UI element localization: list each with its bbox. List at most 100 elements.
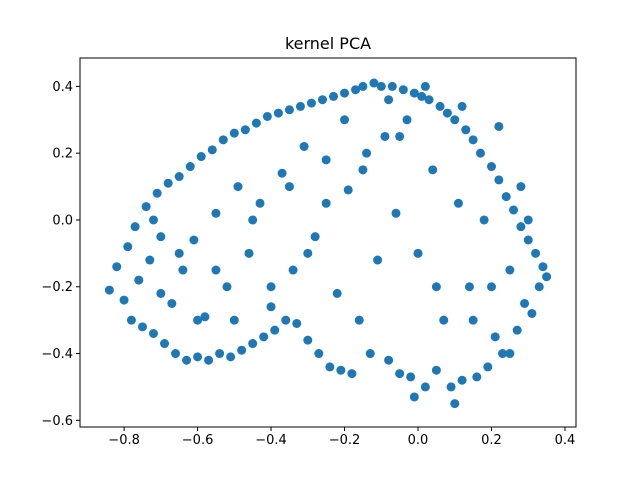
y-tick-label: −0.6 [41, 414, 73, 429]
data-point [148, 215, 158, 225]
data-point [248, 215, 258, 225]
data-point [148, 328, 158, 338]
data-point [248, 339, 258, 349]
chart-title: kernel PCA [285, 34, 371, 53]
data-point [538, 262, 548, 272]
data-point [174, 248, 184, 258]
y-tick-label: 0.0 [52, 213, 73, 228]
data-point [189, 235, 199, 245]
data-point [531, 248, 541, 258]
data-point [182, 355, 192, 365]
data-point [509, 205, 519, 215]
data-point [174, 172, 184, 182]
data-point [303, 248, 313, 258]
data-point [259, 332, 269, 342]
data-point [112, 262, 122, 272]
data-point [402, 115, 412, 125]
data-point [431, 282, 441, 292]
data-point [193, 352, 203, 362]
data-point [314, 349, 324, 359]
data-point [288, 265, 298, 275]
data-point [505, 349, 515, 359]
data-point [171, 349, 181, 359]
data-point [152, 188, 162, 198]
data-point [244, 248, 254, 258]
data-point [435, 101, 445, 111]
data-point [398, 85, 408, 95]
data-point [486, 162, 496, 172]
data-point [486, 282, 496, 292]
data-point [453, 198, 463, 208]
data-point [226, 352, 236, 362]
data-point [229, 315, 239, 325]
data-point [472, 372, 482, 382]
data-point [420, 382, 430, 392]
data-point [134, 275, 144, 285]
y-axis: −0.6 −0.4 −0.2 0.0 0.2 0.4 [41, 80, 80, 429]
x-tick-label: −0.2 [329, 433, 361, 448]
data-point [498, 349, 508, 359]
data-point [494, 175, 504, 185]
data-point [384, 355, 394, 365]
data-point [218, 135, 228, 145]
data-point [270, 325, 280, 335]
data-point [413, 248, 423, 258]
data-point [351, 85, 361, 95]
data-point [266, 282, 276, 292]
data-point [233, 182, 243, 192]
x-tick-label: −0.4 [255, 433, 287, 448]
data-point [527, 308, 537, 318]
data-point [373, 255, 383, 265]
data-point [479, 215, 489, 225]
data-point [266, 302, 276, 312]
data-points [104, 78, 552, 409]
data-point [516, 222, 526, 232]
data-point [520, 298, 530, 308]
data-point [273, 108, 283, 118]
data-point [156, 232, 166, 242]
data-point [354, 315, 364, 325]
data-point [424, 95, 434, 105]
y-tick-label: −0.2 [41, 280, 73, 295]
data-point [255, 198, 265, 208]
data-point [141, 202, 151, 212]
data-point [420, 81, 430, 91]
y-tick-label: 0.4 [52, 80, 73, 95]
data-point [211, 265, 221, 275]
axes-frame [79, 57, 577, 428]
data-point [494, 121, 504, 131]
x-tick-label: 0.4 [555, 433, 576, 448]
data-point [461, 125, 471, 135]
data-point [406, 372, 416, 382]
data-point [534, 282, 544, 292]
x-axis: −0.8 −0.6 −0.4 −0.2 0.0 0.2 0.4 [108, 427, 575, 448]
data-point [376, 81, 386, 91]
data-point [321, 155, 331, 165]
data-point [490, 332, 500, 342]
data-point [160, 339, 170, 349]
data-point [336, 365, 346, 375]
data-point [384, 95, 394, 105]
data-point [369, 78, 379, 88]
data-point [501, 192, 511, 202]
data-point [395, 369, 405, 379]
data-point [211, 208, 221, 218]
data-point [431, 365, 441, 375]
data-point [137, 322, 147, 332]
data-point [204, 355, 214, 365]
data-point [457, 101, 467, 111]
data-point [340, 115, 350, 125]
data-point [145, 255, 155, 265]
data-point [417, 91, 427, 101]
data-point [310, 232, 320, 242]
data-point [468, 135, 478, 145]
data-point [516, 182, 526, 192]
data-point [505, 265, 515, 275]
data-point [306, 98, 316, 108]
data-point [347, 369, 357, 379]
data-point [123, 242, 133, 252]
data-point [317, 95, 327, 105]
y-tick-label: 0.2 [52, 147, 73, 162]
